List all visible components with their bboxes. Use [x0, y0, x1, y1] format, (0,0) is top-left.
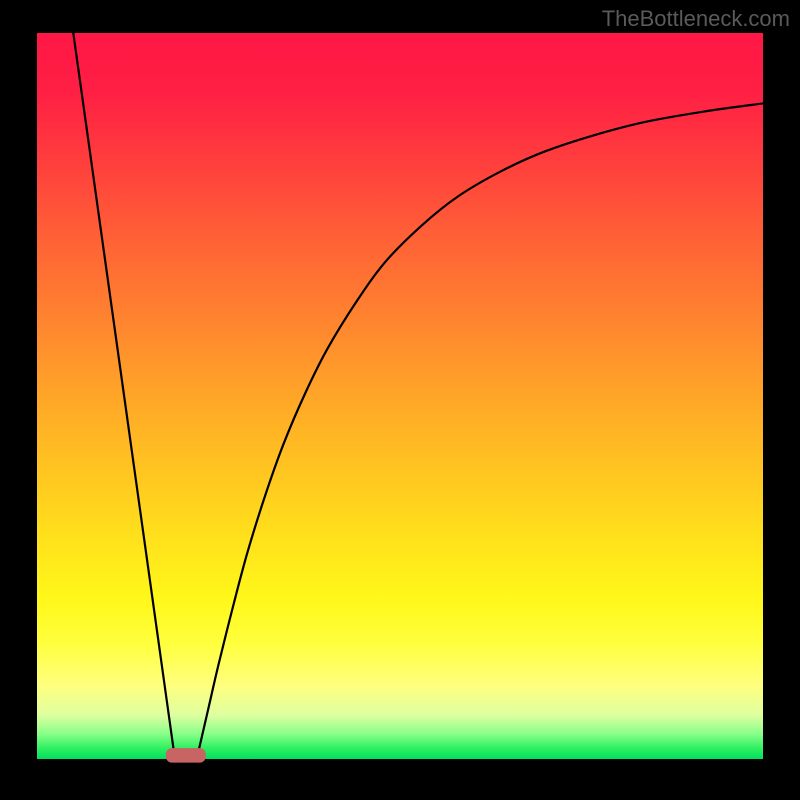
gradient-v-chart [0, 0, 800, 800]
chart-stage: TheBottleneck.com [0, 0, 800, 800]
watermark-text: TheBottleneck.com [602, 6, 790, 32]
bottleneck-marker [166, 748, 206, 763]
plot-area [37, 33, 763, 759]
